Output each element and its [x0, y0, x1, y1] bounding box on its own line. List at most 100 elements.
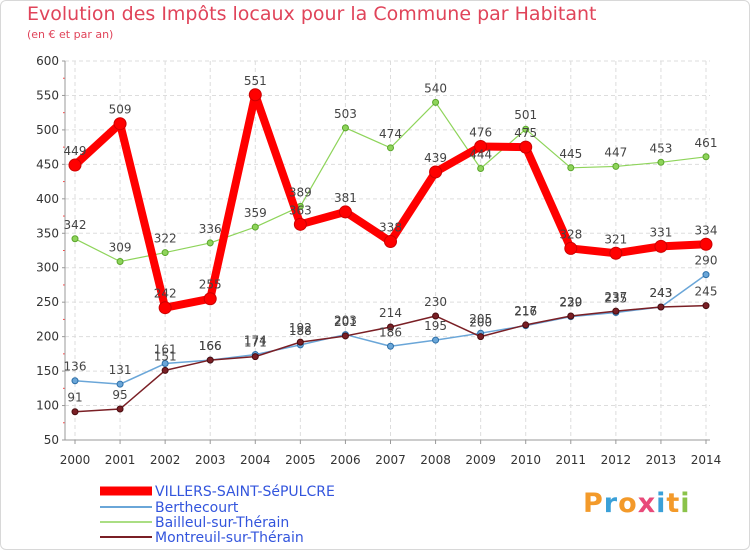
data-point [702, 302, 710, 310]
data-point [161, 366, 169, 374]
y-tick-label: 150 [36, 364, 59, 378]
data-point [612, 307, 620, 315]
series-2 [71, 98, 710, 266]
data-point [612, 162, 620, 170]
data-point [432, 312, 440, 320]
data-label: 338 [379, 221, 402, 235]
x-tick-label: 2000 [60, 453, 91, 467]
data-point [71, 235, 79, 243]
data-point [522, 125, 530, 133]
data-label: 131 [109, 363, 132, 377]
data-point [474, 139, 488, 153]
data-label: 195 [424, 319, 447, 333]
data-point [477, 164, 485, 172]
data-label: 447 [604, 145, 627, 159]
data-label: 475 [514, 126, 537, 140]
data-point [384, 235, 397, 249]
y-tick-label: 300 [36, 261, 59, 275]
data-label: 171 [244, 336, 267, 350]
data-point [429, 165, 443, 179]
data-point [161, 360, 169, 368]
legend-label: Bailleul-sur-Thérain [155, 515, 289, 531]
data-label: 381 [334, 191, 357, 205]
y-tick-label: 250 [36, 295, 59, 309]
data-label: 237 [604, 290, 627, 304]
data-label: 203 [334, 314, 357, 328]
x-tick-label: 2008 [420, 453, 451, 467]
data-label: 230 [559, 295, 582, 309]
x-tick-label: 2002 [150, 453, 181, 467]
data-point [113, 117, 127, 131]
x-tick-label: 2010 [510, 453, 541, 467]
data-label: 453 [649, 141, 672, 155]
y-tick-label: 100 [36, 399, 59, 413]
data-point [654, 239, 668, 253]
data-point [477, 333, 485, 341]
series-0 [68, 88, 713, 315]
data-point [71, 408, 79, 416]
data-point [116, 405, 124, 413]
data-label: 290 [695, 254, 718, 268]
data-label: 174 [244, 334, 267, 348]
logo-letter: x [637, 488, 657, 519]
data-label: 214 [379, 306, 402, 320]
data-point [116, 380, 124, 388]
data-point [161, 249, 169, 257]
data-point [702, 271, 710, 279]
data-label: 243 [649, 286, 672, 300]
legend-label: Montreuil-sur-Thérain [155, 530, 304, 546]
y-tick-label: 400 [36, 192, 59, 206]
legend-item-0: VILLERS-SAINT-SéPULCRE [100, 484, 335, 500]
data-label: 235 [604, 292, 627, 306]
data-point [71, 377, 79, 385]
y-tick-label: 500 [36, 123, 59, 137]
data-label: 186 [379, 325, 402, 339]
y-tick-label: 350 [36, 226, 59, 240]
logo-letter: i [680, 488, 691, 519]
data-label: 242 [154, 287, 177, 301]
data-point [657, 158, 665, 166]
logo-letter: P [583, 488, 604, 519]
proxiti-logo: Proxiti [583, 488, 691, 519]
data-label: 309 [109, 241, 132, 255]
data-label: 551 [244, 74, 267, 88]
y-axis: 50 100 150 200 250 300 350 400 450 500 550 600 [36, 54, 66, 447]
data-label: 95 [112, 388, 127, 402]
data-label: 540 [424, 81, 447, 95]
data-label: 474 [379, 127, 402, 141]
data-label: 359 [244, 206, 267, 220]
logo-letter: t [666, 488, 681, 519]
data-label: 321 [604, 232, 627, 246]
data-label: 229 [559, 296, 582, 310]
x-tick-label: 2009 [465, 453, 496, 467]
data-label: 444 [469, 147, 492, 161]
data-point [251, 353, 259, 361]
grid-lines [65, 60, 710, 441]
data-point [387, 342, 394, 350]
x-tick-label: 2004 [240, 453, 271, 467]
data-label: 363 [289, 203, 312, 217]
data-point [116, 258, 124, 266]
x-tick-label: 2012 [601, 453, 632, 467]
x-tick-label: 2007 [375, 453, 406, 467]
data-label: 216 [514, 305, 537, 319]
data-point [341, 332, 349, 340]
data-point [387, 323, 394, 331]
data-label: 328 [559, 227, 582, 241]
series-3 [71, 302, 710, 416]
x-tick-label: 2011 [556, 453, 587, 467]
data-point [567, 164, 575, 172]
data-point [293, 217, 307, 231]
x-tick-label: 2003 [195, 453, 226, 467]
logo-letter: r [603, 488, 619, 519]
data-point [341, 124, 349, 132]
legend-item-1: Berthecourt [100, 500, 239, 516]
data-label: 445 [559, 147, 582, 161]
y-tick-label: 50 [44, 433, 59, 447]
y-tick-label: 600 [36, 54, 59, 68]
legend-label: Berthecourt [155, 500, 239, 516]
data-point [519, 140, 533, 154]
data-point [206, 239, 214, 247]
data-label: 217 [514, 304, 537, 318]
